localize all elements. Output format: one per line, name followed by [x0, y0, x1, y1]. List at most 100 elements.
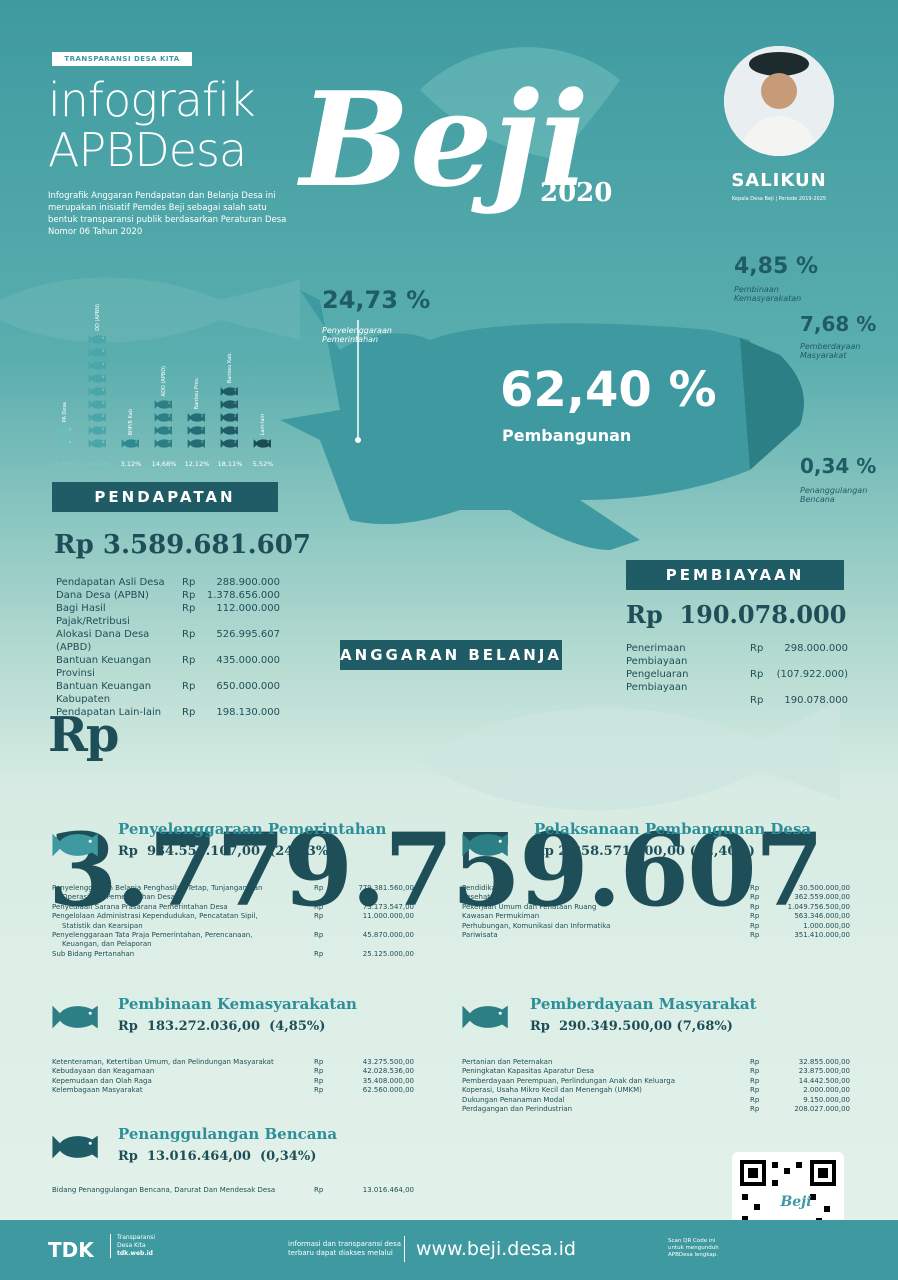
section-item-row: Pemberdayaan Perempuan, Perlindungan Ana… — [462, 1077, 850, 1086]
row-value: 288.900.000 — [216, 577, 280, 588]
item-value: 351.410.000,00 — [794, 931, 850, 940]
official-name: SALIKUN — [731, 170, 827, 191]
footer-brand: TDK — [48, 1238, 94, 1262]
section-item-row: Pendidikan Rp 30.500.000,00 — [462, 884, 850, 893]
item-label: Pertanian dan Peternakan — [462, 1058, 553, 1066]
income-column-4: Bankeu Prov. — [182, 377, 212, 450]
official-photo — [724, 46, 834, 156]
income-fish-icon — [54, 437, 76, 450]
item-rp: Rp — [750, 1095, 760, 1104]
section-fish-icon — [458, 828, 516, 862]
item-rp: Rp — [314, 1076, 324, 1085]
label-bencana-1: Penanggulangan — [800, 486, 868, 495]
income-fish-icon — [186, 424, 208, 437]
section-item-row: Perdagangan dan Perindustrian Rp 208.027.0… — [462, 1105, 850, 1114]
item-value: 25.125.000,00 — [362, 949, 414, 958]
section-amount: Rp 934.550.107,00 (24,73%) — [118, 844, 335, 859]
qr-logo: Beji — [780, 1194, 812, 1210]
section-fish-icon — [48, 828, 106, 862]
item-value: 13.016.464,00 — [362, 1186, 414, 1194]
income-column-3: ADD (APBD) — [149, 366, 179, 450]
income-fish-icon — [186, 411, 208, 424]
pembiayaan-total: Rp 190.078.000 — [626, 600, 847, 629]
section-item-row: Perhubungan, Komunikasi dan Informatika R… — [462, 922, 850, 931]
item-rp: Rp — [750, 902, 760, 911]
section-item-row-cont: Keuangan, dan Pelaporan — [62, 940, 152, 949]
income-pct: 12,12% — [184, 460, 210, 468]
item-value: 208.027.000,00 — [794, 1105, 850, 1114]
section-item-row-cont: Statistik dan Kearsipan — [62, 921, 143, 930]
intro-text: Infografik Anggaran Pendapatan dan Belan… — [48, 191, 287, 237]
label-pembinaan-1: Pembinaan — [734, 285, 779, 294]
belanja-total: Rp 3.779.759.607 — [48, 707, 824, 929]
item-rp: Rp — [314, 902, 324, 911]
item-label: Bidang Penanggulangan Bencana, Darurat D… — [52, 1186, 276, 1194]
label-pemberdayaan-2: Masyarakat — [800, 351, 847, 360]
item-label: Pemberdayaan Perempuan, Perlindungan Ana… — [462, 1076, 675, 1085]
section-item-row: Penyediaan Sarana Prasarana Pemerintahan… — [52, 903, 414, 912]
section-item-list: Ketenteraman, Ketertiban Umum, dan Pelin… — [52, 1058, 414, 1096]
row-value: 526.995.607 — [216, 629, 280, 640]
label-pembangunan: Pembangunan — [502, 426, 632, 445]
section-item-row: Sub Bidang Pertanahan Rp 25.125.000,00 — [52, 950, 414, 959]
item-rp: Rp — [314, 912, 324, 921]
section-item-row: Penyelenggaraan Tata Praja Pemerintahan,… — [52, 931, 414, 940]
list-row: Dana Desa (APBN) Rp 1.378.656.000 — [56, 589, 280, 602]
item-rp: Rp — [314, 931, 324, 940]
row-rp: Rp — [182, 681, 196, 692]
footer: TDK Transparansi Desa Kita tdk.web.id info… — [0, 1220, 898, 1280]
item-label: Pekerjaan Umum dan Penataan Ruang — [462, 902, 597, 911]
section-title: Penyelenggaraan Pemerintahan — [118, 820, 387, 838]
item-label: Penyelenggaraan Tata Praja Pemerintahan,… — [52, 931, 253, 940]
footer-url[interactable]: www.beji.desa.id — [416, 1238, 576, 1260]
list-row: Rp 190.078.000 — [626, 694, 848, 707]
row-rp: Rp — [750, 669, 764, 680]
income-pct: 5,52% — [252, 460, 274, 468]
pct-pemberdayaan: 7,68 % — [800, 312, 877, 336]
list-row: Penerimaan Pembiayaan Rp 298.000.000 — [626, 642, 848, 668]
row-label: Bantuan Keuangan Provinsi — [56, 655, 152, 679]
income-fish-icon — [219, 398, 241, 411]
item-value: 45.870.000,00 — [362, 931, 414, 940]
income-column-5: Bankeu Kab. — [215, 352, 245, 450]
year: 2020 — [540, 178, 613, 208]
section-fish-icon — [48, 1130, 106, 1164]
list-row: Alokasi Dana Desa (APBD) Rp 526.995.607 — [56, 628, 280, 654]
section-title: Pembinaan Kemasyarakatan — [118, 995, 357, 1013]
section-item-list: Pendidikan Rp 30.500.000,00 Kesehatan Rp 362.… — [462, 884, 850, 940]
section-title: Pemberdayaan Masyarakat — [530, 995, 757, 1013]
section-item-row: Penyelenggaraan Belanja Penghasilan Teta… — [52, 884, 414, 893]
pendapatan-list: Pendapatan Asli Desa Rp 288.900.000 Dana De… — [56, 576, 280, 719]
pct-bencana: 0,34 % — [800, 454, 877, 478]
pembiayaan-title: PEMBIAYAAN — [626, 560, 844, 590]
income-label: Bankeu Kab. — [227, 351, 233, 383]
item-rp: Rp — [314, 1186, 324, 1194]
income-pct: 3,12% — [120, 460, 142, 468]
pendapatan-title: PENDAPATAN — [52, 482, 278, 512]
list-row: Bagi Hasil Pajak/Retribusi Rp 112.000.000 — [56, 602, 280, 628]
item-rp: Rp — [314, 1058, 324, 1066]
label-pemerintahan-2: Pemerintahan — [322, 335, 379, 344]
section-fish-icon — [458, 1000, 516, 1034]
row-value: 1.378.656.000 — [206, 590, 280, 601]
item-label: Perdagangan dan Perindustrian — [462, 1105, 573, 1114]
section-item-row: Koperasi, Usaha Mikro Kecil dan Menengah… — [462, 1086, 850, 1095]
label-pemerintahan-1: Penyelenggaraan — [322, 326, 392, 335]
income-pct: 18,11% — [217, 460, 243, 468]
pct-pemerintahan: 24,73 % — [322, 286, 431, 314]
row-rp: Rp — [182, 577, 196, 588]
list-row: Bantuan Keuangan Kabupaten Rp 650.000.000 — [56, 680, 280, 706]
item-value: 14.442.500,00 — [798, 1076, 850, 1085]
item-label: Peningkatan Kapasitas Aparatur Desa — [462, 1067, 595, 1076]
item-rp: Rp — [750, 1076, 760, 1085]
section-item-row: Kepemudaan dan Olah Raga Rp 35.408.000,00 — [52, 1077, 414, 1086]
item-rp: Rp — [750, 1105, 760, 1114]
income-column-6: Lain-lain — [248, 414, 278, 450]
income-fish-icon — [54, 424, 76, 437]
section-item-list: Bidang Penanggulangan Bencana, Darurat D… — [52, 1186, 414, 1195]
income-fish-icon — [219, 437, 241, 450]
item-label: Pariwisata — [462, 931, 498, 940]
item-value: 11.000.000,00 — [362, 912, 414, 921]
income-fish-icon — [153, 424, 175, 437]
item-value: 362.559.000,00 — [794, 893, 850, 902]
